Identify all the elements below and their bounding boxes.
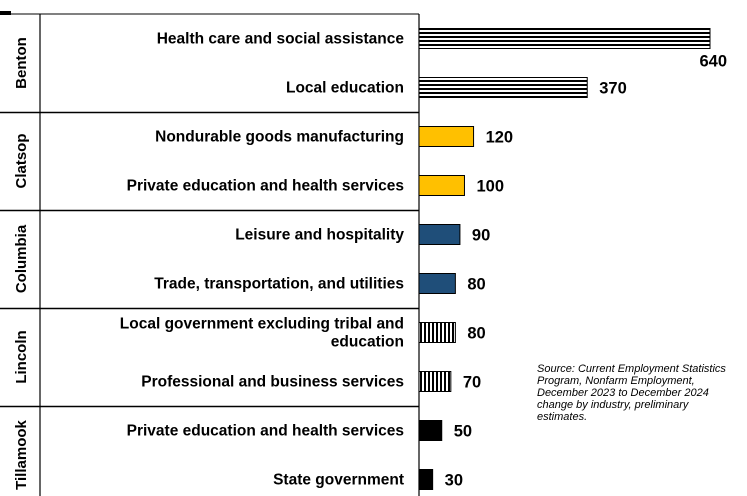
value-label: 120 <box>486 129 514 147</box>
county-label-columbia: Columbia <box>13 224 30 293</box>
county-label-tillamook: Tillamook <box>13 419 30 489</box>
county-label-lincoln: Lincoln <box>13 330 30 383</box>
value-label: 100 <box>476 178 504 196</box>
value-label: 640 <box>699 53 727 71</box>
category-label: Local government excluding tribal and edu… <box>120 316 404 351</box>
category-label: Local education <box>286 80 404 97</box>
category-label: Professional and business services <box>141 374 404 391</box>
bar-lincoln-1 <box>418 322 456 343</box>
bar-clatsop-1 <box>418 126 475 147</box>
bar-tillamook-1 <box>418 420 443 441</box>
chart-marks: Health care and social assistance 640 Loca… <box>120 28 727 490</box>
county-label-benton: Benton <box>13 37 30 89</box>
value-label: 70 <box>463 374 481 392</box>
value-label: 50 <box>454 423 472 441</box>
category-label: State government <box>273 472 404 489</box>
bar-benton-1 <box>418 28 711 49</box>
value-label: 370 <box>599 80 627 98</box>
bar-benton-2 <box>418 77 588 98</box>
category-label: Health care and social assistance <box>157 31 405 48</box>
value-label: 80 <box>467 325 485 343</box>
category-label: Leisure and hospitality <box>235 227 404 244</box>
category-label: Trade, transportation, and utilities <box>154 276 404 293</box>
source-note: Source: Current Employment Statistics Pr… <box>537 363 726 423</box>
category-label: Private education and health services <box>127 423 404 440</box>
bar-columbia-2 <box>418 273 456 294</box>
county-label-clatsop: Clatsop <box>13 133 30 188</box>
corner-mark <box>0 11 11 15</box>
value-label: 30 <box>445 472 463 490</box>
bar-lincoln-2 <box>418 371 452 392</box>
category-label: Private education and health services <box>127 178 404 195</box>
bar-tillamook-2 <box>418 469 434 490</box>
value-label: 80 <box>467 276 485 294</box>
bar-clatsop-2 <box>418 175 465 196</box>
value-label: 90 <box>472 227 490 245</box>
category-label: Nondurable goods manufacturing <box>155 129 404 146</box>
bar-columbia-1 <box>418 224 461 245</box>
